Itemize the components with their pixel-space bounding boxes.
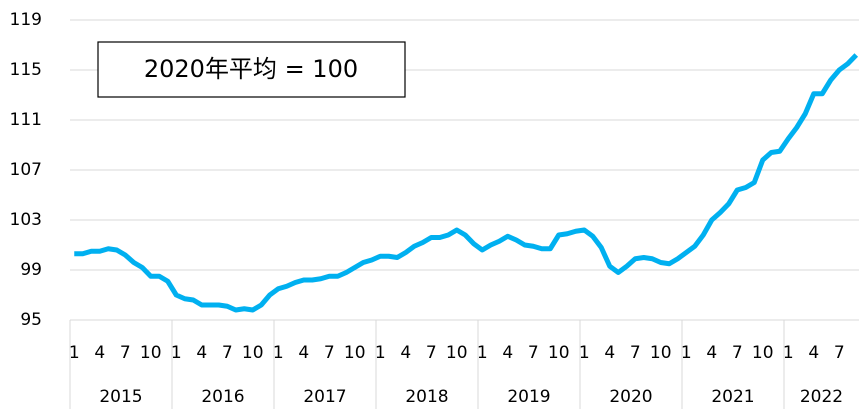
x-tick-label: 7	[732, 343, 743, 363]
y-tick-label: 103	[10, 210, 42, 230]
y-tick-label: 99	[20, 260, 42, 280]
x-tick-label: 1	[579, 343, 590, 363]
x-tick-label: 1	[273, 343, 284, 363]
year-label: 2016	[201, 387, 244, 407]
y-tick-label: 107	[10, 160, 42, 180]
x-tick-label: 1	[375, 343, 386, 363]
year-label: 2017	[303, 387, 346, 407]
x-tick-label: 4	[502, 343, 513, 363]
year-label: 2018	[405, 387, 448, 407]
x-tick-label: 7	[834, 343, 845, 363]
x-tick-label: 7	[120, 343, 131, 363]
x-tick-label: 4	[94, 343, 105, 363]
x-tick-label: 1	[783, 343, 794, 363]
x-tick-label: 10	[344, 343, 366, 363]
y-tick-label: 111	[10, 110, 42, 130]
x-tick-label: 4	[706, 343, 717, 363]
annotation: 2020年平均 = 100	[144, 55, 358, 83]
data-line	[74, 53, 859, 313]
annotation-box	[97, 41, 406, 98]
x-tick-label: 4	[808, 343, 819, 363]
x-tick-label: 10	[140, 343, 162, 363]
x-tick-label: 7	[324, 343, 335, 363]
x-tick-label: 1	[171, 343, 182, 363]
x-tick-label: 10	[242, 343, 264, 363]
x-tick-label: 7	[630, 343, 641, 363]
x-tick-label: 10	[548, 343, 570, 363]
x-tick-label: 4	[604, 343, 615, 363]
y-tick-label: 119	[10, 10, 42, 30]
year-label: 2020	[609, 387, 652, 407]
x-tick-label: 1	[69, 343, 80, 363]
x-tick-label: 4	[400, 343, 411, 363]
year-label: 2021	[711, 387, 754, 407]
y-tick-label: 115	[10, 60, 42, 80]
x-tick-label: 10	[650, 343, 672, 363]
year-label: 2019	[507, 387, 550, 407]
x-tick-label: 10	[752, 343, 774, 363]
x-tick-label: 1	[477, 343, 488, 363]
x-tick-label: 10	[446, 343, 468, 363]
x-tick-label: 7	[222, 343, 233, 363]
year-label: 2022	[800, 387, 843, 407]
year-label: 2015	[99, 387, 142, 407]
x-tick-label: 1	[681, 343, 692, 363]
x-tick-label: 7	[528, 343, 539, 363]
x-tick-label: 4	[196, 343, 207, 363]
y-tick-label: 95	[20, 310, 42, 330]
x-tick-label: 4	[298, 343, 309, 363]
x-tick-label: 7	[426, 343, 437, 363]
